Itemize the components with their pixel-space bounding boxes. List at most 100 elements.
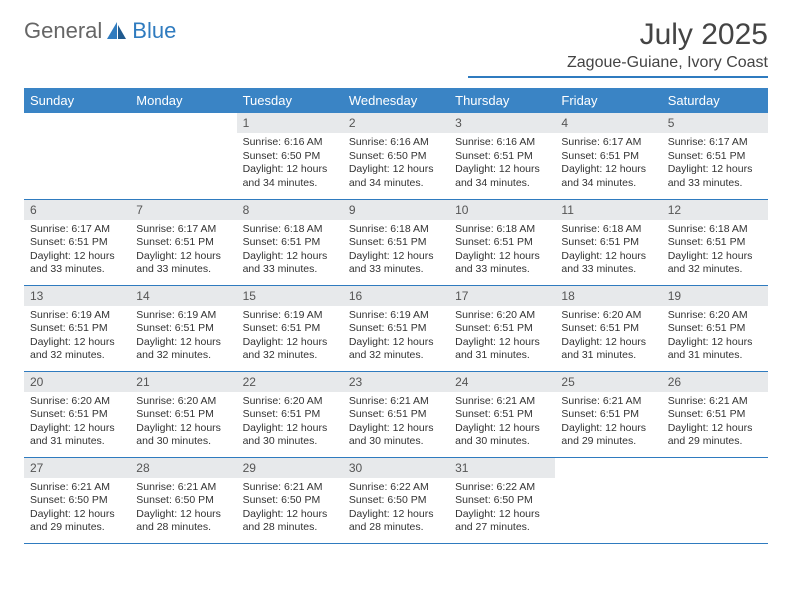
sunset-line: Sunset: 6:50 PM: [349, 150, 443, 164]
sunset-line: Sunset: 6:51 PM: [455, 322, 549, 336]
calendar-day-cell: 23Sunrise: 6:21 AMSunset: 6:51 PMDayligh…: [343, 371, 449, 457]
day-number: 29: [237, 458, 343, 478]
sunrise-line: Sunrise: 6:16 AM: [243, 136, 337, 150]
day-number: 3: [449, 113, 555, 133]
weekday-header: Thursday: [449, 88, 555, 113]
calendar-day-cell: 28Sunrise: 6:21 AMSunset: 6:50 PMDayligh…: [130, 457, 236, 543]
sunrise-line: Sunrise: 6:19 AM: [349, 309, 443, 323]
calendar-day-cell: 20Sunrise: 6:20 AMSunset: 6:51 PMDayligh…: [24, 371, 130, 457]
daylight-line: Daylight: 12 hours and 30 minutes.: [243, 422, 337, 449]
day-number: 6: [24, 200, 130, 220]
daylight-line: Daylight: 12 hours and 28 minutes.: [243, 508, 337, 535]
sunset-line: Sunset: 6:51 PM: [30, 408, 124, 422]
daylight-line: Daylight: 12 hours and 33 minutes.: [349, 250, 443, 277]
daylight-line: Daylight: 12 hours and 33 minutes.: [455, 250, 549, 277]
day-number: 7: [130, 200, 236, 220]
sunrise-line: Sunrise: 6:20 AM: [561, 309, 655, 323]
sunset-line: Sunset: 6:51 PM: [349, 322, 443, 336]
day-details: Sunrise: 6:20 AMSunset: 6:51 PMDaylight:…: [449, 306, 555, 368]
sunrise-line: Sunrise: 6:21 AM: [30, 481, 124, 495]
sunrise-line: Sunrise: 6:20 AM: [455, 309, 549, 323]
logo-sail-icon: [106, 21, 128, 41]
calendar-day-cell: 12Sunrise: 6:18 AMSunset: 6:51 PMDayligh…: [662, 199, 768, 285]
day-details: Sunrise: 6:17 AMSunset: 6:51 PMDaylight:…: [662, 133, 768, 195]
sunset-line: Sunset: 6:50 PM: [243, 494, 337, 508]
day-details: Sunrise: 6:20 AMSunset: 6:51 PMDaylight:…: [662, 306, 768, 368]
day-number: 17: [449, 286, 555, 306]
daylight-line: Daylight: 12 hours and 30 minutes.: [349, 422, 443, 449]
day-details: Sunrise: 6:22 AMSunset: 6:50 PMDaylight:…: [343, 478, 449, 540]
calendar-week-row: 13Sunrise: 6:19 AMSunset: 6:51 PMDayligh…: [24, 285, 768, 371]
day-number: 25: [555, 372, 661, 392]
sunrise-line: Sunrise: 6:20 AM: [30, 395, 124, 409]
calendar-week-row: 27Sunrise: 6:21 AMSunset: 6:50 PMDayligh…: [24, 457, 768, 543]
calendar-day-cell: 24Sunrise: 6:21 AMSunset: 6:51 PMDayligh…: [449, 371, 555, 457]
sunrise-line: Sunrise: 6:21 AM: [561, 395, 655, 409]
sunset-line: Sunset: 6:51 PM: [136, 236, 230, 250]
day-details: Sunrise: 6:21 AMSunset: 6:50 PMDaylight:…: [237, 478, 343, 540]
sunset-line: Sunset: 6:50 PM: [136, 494, 230, 508]
calendar-day-cell: 9Sunrise: 6:18 AMSunset: 6:51 PMDaylight…: [343, 199, 449, 285]
daylight-line: Daylight: 12 hours and 33 minutes.: [30, 250, 124, 277]
day-details: Sunrise: 6:19 AMSunset: 6:51 PMDaylight:…: [130, 306, 236, 368]
daylight-line: Daylight: 12 hours and 34 minutes.: [349, 163, 443, 190]
day-number: 8: [237, 200, 343, 220]
day-details: Sunrise: 6:20 AMSunset: 6:51 PMDaylight:…: [237, 392, 343, 454]
sunset-line: Sunset: 6:51 PM: [455, 150, 549, 164]
day-number: 20: [24, 372, 130, 392]
weekday-header: Monday: [130, 88, 236, 113]
weekday-header: Tuesday: [237, 88, 343, 113]
day-number: 23: [343, 372, 449, 392]
sunset-line: Sunset: 6:51 PM: [668, 150, 762, 164]
daylight-line: Daylight: 12 hours and 32 minutes.: [668, 250, 762, 277]
sunset-line: Sunset: 6:51 PM: [136, 408, 230, 422]
daylight-line: Daylight: 12 hours and 32 minutes.: [243, 336, 337, 363]
day-number: 4: [555, 113, 661, 133]
day-details: Sunrise: 6:17 AMSunset: 6:51 PMDaylight:…: [555, 133, 661, 195]
daylight-line: Daylight: 12 hours and 31 minutes.: [668, 336, 762, 363]
calendar-day-cell: 8 Sunrise: 6:18 AMSunset: 6:51 PMDaylight…: [237, 199, 343, 285]
day-number: 11: [555, 200, 661, 220]
sunset-line: Sunset: 6:51 PM: [243, 236, 337, 250]
sunrise-line: Sunrise: 6:17 AM: [30, 223, 124, 237]
sunrise-line: Sunrise: 6:20 AM: [243, 395, 337, 409]
sunrise-line: Sunrise: 6:18 AM: [243, 223, 337, 237]
month-title: July 2025: [468, 18, 768, 52]
sunrise-line: Sunrise: 6:21 AM: [136, 481, 230, 495]
logo-text-1: General: [24, 18, 102, 44]
daylight-line: Daylight: 12 hours and 33 minutes.: [243, 250, 337, 277]
daylight-line: Daylight: 12 hours and 29 minutes.: [561, 422, 655, 449]
calendar-empty-cell: [555, 457, 661, 543]
calendar-day-cell: 22Sunrise: 6:20 AMSunset: 6:51 PMDayligh…: [237, 371, 343, 457]
sunset-line: Sunset: 6:50 PM: [30, 494, 124, 508]
weekday-header: Sunday: [24, 88, 130, 113]
sunrise-line: Sunrise: 6:21 AM: [243, 481, 337, 495]
calendar-day-cell: 10Sunrise: 6:18 AMSunset: 6:51 PMDayligh…: [449, 199, 555, 285]
day-number: 16: [343, 286, 449, 306]
day-details: Sunrise: 6:18 AMSunset: 6:51 PMDaylight:…: [662, 220, 768, 282]
sunrise-line: Sunrise: 6:18 AM: [455, 223, 549, 237]
weekday-header: Saturday: [662, 88, 768, 113]
sunrise-line: Sunrise: 6:22 AM: [349, 481, 443, 495]
day-number: 24: [449, 372, 555, 392]
sunset-line: Sunset: 6:51 PM: [30, 236, 124, 250]
calendar-day-cell: 3Sunrise: 6:16 AMSunset: 6:51 PMDaylight…: [449, 113, 555, 199]
day-number: 13: [24, 286, 130, 306]
sunrise-line: Sunrise: 6:19 AM: [30, 309, 124, 323]
sunrise-line: Sunrise: 6:22 AM: [455, 481, 549, 495]
calendar-day-cell: 31Sunrise: 6:22 AMSunset: 6:50 PMDayligh…: [449, 457, 555, 543]
day-details: Sunrise: 6:18 AMSunset: 6:51 PMDaylight:…: [449, 220, 555, 282]
sunrise-line: Sunrise: 6:20 AM: [136, 395, 230, 409]
day-number: 14: [130, 286, 236, 306]
sunrise-line: Sunrise: 6:17 AM: [668, 136, 762, 150]
sunset-line: Sunset: 6:51 PM: [668, 408, 762, 422]
day-details: Sunrise: 6:21 AMSunset: 6:51 PMDaylight:…: [662, 392, 768, 454]
sunrise-line: Sunrise: 6:19 AM: [136, 309, 230, 323]
sunset-line: Sunset: 6:51 PM: [668, 322, 762, 336]
daylight-line: Daylight: 12 hours and 34 minutes.: [561, 163, 655, 190]
calendar-day-cell: 6 Sunrise: 6:17 AMSunset: 6:51 PMDaylight…: [24, 199, 130, 285]
location-label: Zagoue-Guiane, Ivory Coast: [468, 54, 768, 78]
sunset-line: Sunset: 6:51 PM: [561, 408, 655, 422]
day-details: Sunrise: 6:16 AMSunset: 6:50 PMDaylight:…: [343, 133, 449, 195]
daylight-line: Daylight: 12 hours and 28 minutes.: [136, 508, 230, 535]
